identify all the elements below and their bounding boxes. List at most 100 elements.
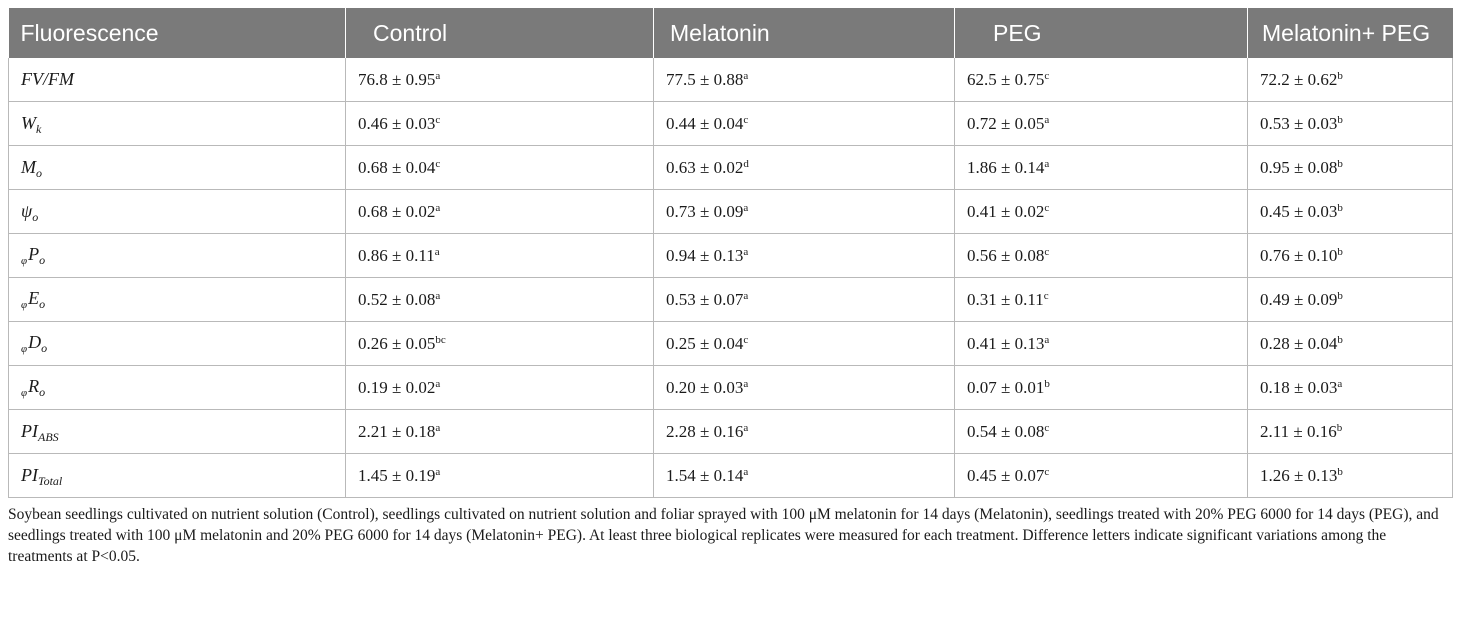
significance-letter: a [743,201,749,214]
cell-value: 0.56 ± 0.08 [967,245,1045,265]
cell-value: 0.54 ± 0.08 [967,421,1045,441]
table-container: Fluorescence Control Melatonin PEG Melat… [8,8,1453,567]
value-cell: 0.52 ± 0.08a [345,277,654,322]
value-cell: 0.25 ± 0.04c [653,321,955,366]
cell-value: 0.68 ± 0.04 [358,157,436,177]
significance-letter: b [1337,289,1343,302]
significance-letter: a [743,245,749,258]
significance-letter: a [435,201,441,214]
value-cell: 1.45 ± 0.19a [345,453,654,498]
cell-value: 0.53 ± 0.03 [1260,113,1338,133]
table-row: Wk 0.46 ± 0.03c 0.44 ± 0.04c 0.72 ± 0.05a 0.… [8,101,1453,146]
value-cell: 0.76 ± 0.10b [1247,233,1453,278]
value-cell: 1.26 ± 0.13b [1247,453,1453,498]
significance-letter: b [1044,377,1050,390]
value-cell: 76.8 ± 0.95a [345,58,654,102]
value-cell: 0.41 ± 0.02c [954,189,1248,234]
cell-value: 2.11 ± 0.16 [1260,421,1337,441]
parameter-symbol: E [28,288,40,308]
cell-value: 0.63 ± 0.02 [666,157,744,177]
table-row: PITotal 1.45 ± 0.19a 1.54 ± 0.14a 0.45 ± 0.… [8,453,1453,498]
value-cell: 0.45 ± 0.03b [1247,189,1453,234]
table-row: φRo 0.19 ± 0.02a 0.20 ± 0.03a 0.07 ± 0.01b 0… [8,365,1453,410]
cell-value: 1.86 ± 0.14 [967,157,1045,177]
significance-letter: b [1337,333,1343,346]
cell-value: 72.2 ± 0.62 [1260,69,1338,89]
parameter-subscript: k [36,122,42,136]
cell-value: 0.31 ± 0.11 [967,289,1044,309]
cell-value: 0.41 ± 0.13 [967,333,1045,353]
cell-value: 0.52 ± 0.08 [358,289,436,309]
value-cell: 0.56 ± 0.08c [954,233,1248,278]
value-cell: 0.28 ± 0.04b [1247,321,1453,366]
significance-letter: c [1044,465,1050,478]
value-cell: 0.63 ± 0.02d [653,145,955,190]
significance-letter: c [743,333,749,346]
significance-letter: b [1336,421,1343,434]
cell-value: 0.45 ± 0.07 [967,465,1045,485]
significance-letter: c [435,113,441,126]
value-cell: 0.68 ± 0.02a [345,189,654,234]
value-cell: 0.19 ± 0.02a [345,365,654,410]
significance-letter: b [1337,245,1343,258]
value-cell: 0.73 ± 0.09a [653,189,955,234]
significance-letter: a [743,289,749,302]
cell-value: 1.45 ± 0.19 [358,465,436,485]
parameter-prefix: φ [21,387,28,399]
value-cell: 62.5 ± 0.75c [954,58,1248,102]
parameter-symbol: M [21,157,36,177]
value-cell: 0.54 ± 0.08c [954,409,1248,454]
significance-letter: a [435,69,441,82]
header-fluorescence: Fluorescence [8,8,346,58]
table-row: Mo 0.68 ± 0.04c 0.63 ± 0.02d 1.86 ± 0.14a 0.… [8,145,1453,190]
fluorescence-table: Fluorescence Control Melatonin PEG Melat… [8,8,1453,498]
parameter-subscript: o [32,210,39,224]
cell-value: 0.72 ± 0.05 [967,113,1045,133]
value-cell: 77.5 ± 0.88a [653,58,955,102]
value-cell: 0.68 ± 0.04c [345,145,654,190]
cell-value: 0.68 ± 0.02 [358,201,436,221]
significance-letter: c [743,113,749,126]
cell-value: 0.86 ± 0.11 [358,245,435,265]
parameter-symbol: R [28,376,40,396]
cell-value: 0.73 ± 0.09 [666,201,744,221]
parameter-subscript: o [36,166,42,180]
table-row: FV/FM 76.8 ± 0.95a 77.5 ± 0.88a 62.5 ± 0.75… [8,58,1453,102]
parameter-name: ψo [8,189,346,234]
parameter-name: φEo [8,277,346,322]
table-body: FV/FM 76.8 ± 0.95a 77.5 ± 0.88a 62.5 ± 0.75… [8,58,1453,498]
significance-letter: a [743,69,749,82]
significance-letter: b [1337,201,1343,214]
table-row: φPo 0.86 ± 0.11a 0.94 ± 0.13a 0.56 ± 0.08c 0… [8,233,1453,278]
value-cell: 2.28 ± 0.16a [653,409,955,454]
parameter-symbol: ψ [21,201,33,221]
table-footnote: Soybean seedlings cultivated on nutrient… [8,506,1439,565]
cell-value: 0.53 ± 0.07 [666,289,744,309]
significance-letter: c [1044,69,1050,82]
cell-value: 0.45 ± 0.03 [1260,201,1338,221]
cell-value: 77.5 ± 0.88 [666,69,744,89]
parameter-symbol: PI [21,465,38,485]
significance-letter: c [1044,421,1050,434]
header-peg: PEG [954,8,1248,58]
table-row: φDo 0.26 ± 0.05 b c 0.25 ± 0.04c 0.41 ± 0.13a… [8,321,1453,366]
value-cell: 0.07 ± 0.01b [954,365,1248,410]
significance-letter: a [1044,113,1050,126]
cell-value: 2.21 ± 0.18 [358,421,436,441]
significance-letter: b [1337,113,1343,126]
cell-value: 0.26 ± 0.05 [358,333,436,353]
parameter-subscript: Total [38,474,63,488]
significance-letter: b [1337,69,1343,82]
parameter-name: PITotal [8,453,346,498]
parameter-prefix: φ [21,343,28,355]
parameter-name: φDo [8,321,346,366]
parameter-subscript: o [39,385,46,399]
value-cell: 0.53 ± 0.03b [1247,101,1453,146]
significance-letter: a [743,465,749,478]
parameter-prefix: φ [21,255,28,267]
significance-letter: a [1044,333,1050,346]
parameter-name: FV/FM [8,58,346,102]
cell-value: 1.26 ± 0.13 [1260,465,1338,485]
cell-value: 0.28 ± 0.04 [1260,333,1338,353]
cell-value: 0.41 ± 0.02 [967,201,1045,221]
